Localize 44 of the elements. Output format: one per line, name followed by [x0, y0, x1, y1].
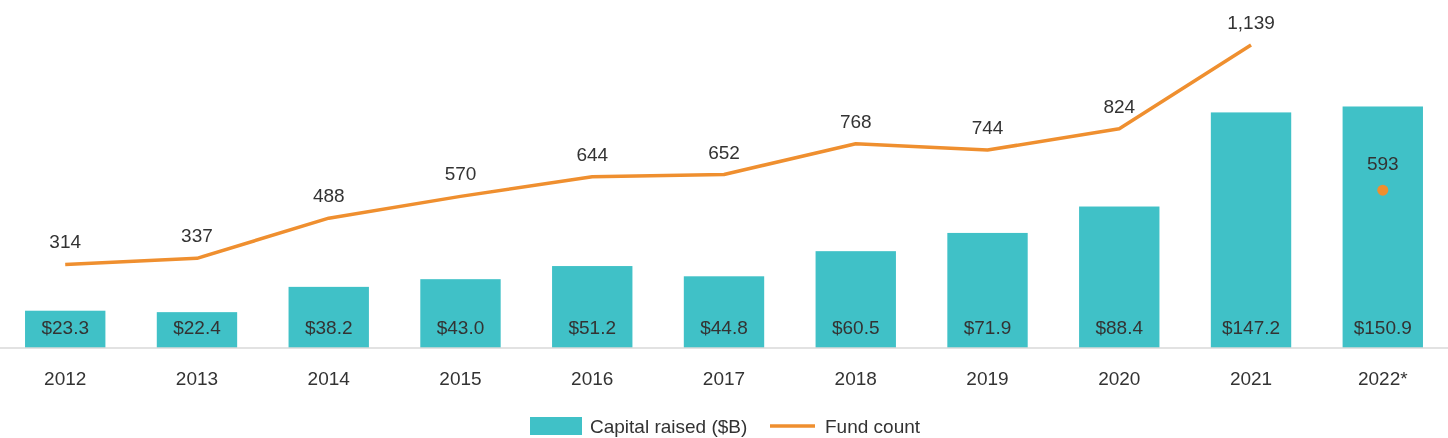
x-tick-label: 2022*: [1357, 368, 1409, 389]
bar: [815, 251, 896, 348]
data-label: $150.9: [1353, 317, 1412, 338]
x-tick-label: 2016: [571, 368, 614, 389]
data-label: $23.3: [41, 317, 89, 338]
data-label: 744: [971, 117, 1004, 139]
data-label: 570: [444, 163, 477, 185]
data-label: $71.9: [963, 317, 1012, 338]
data-label: 644: [576, 143, 609, 165]
data-label: $60.5: [831, 317, 880, 338]
data-label: $38.2: [304, 317, 353, 338]
bar: [947, 232, 1028, 348]
data-label: 337: [181, 225, 213, 247]
data-label: 593: [1366, 153, 1399, 175]
x-tick-label: 2019: [966, 368, 1009, 389]
bar: [288, 286, 369, 348]
data-label: $44.8: [700, 317, 748, 338]
x-tick-label: 2017: [702, 368, 746, 389]
data-label: 488: [312, 185, 345, 207]
x-tick-label: 2020: [1098, 368, 1141, 389]
legend-label: Capital raised ($B): [590, 416, 748, 437]
bar: [1342, 106, 1423, 348]
data-label: $51.2: [568, 317, 617, 338]
bar: [1079, 206, 1160, 348]
data-label: $22.4: [173, 317, 222, 338]
x-tick-label: 2014: [307, 368, 351, 389]
bar: [1210, 112, 1292, 348]
x-tick-label: 2015: [439, 368, 482, 389]
data-label: 1,139: [1227, 11, 1275, 33]
data-label: 652: [708, 141, 740, 163]
data-label: $43.0: [436, 317, 485, 338]
data-label: 768: [839, 110, 872, 132]
bar: [420, 279, 501, 348]
x-tick-label: 2012: [44, 368, 87, 389]
data-label: 314: [49, 231, 82, 253]
data-label: $88.4: [1095, 317, 1144, 338]
legend-label: Fund count: [825, 416, 921, 437]
x-tick-label: 2013: [175, 368, 219, 389]
data-label: $147.2: [1221, 317, 1281, 338]
bar: [552, 266, 633, 348]
x-tick-label: 2018: [834, 368, 877, 389]
bar: [683, 276, 765, 348]
data-label: 824: [1103, 95, 1136, 117]
x-tick-label: 2021: [1229, 368, 1273, 389]
